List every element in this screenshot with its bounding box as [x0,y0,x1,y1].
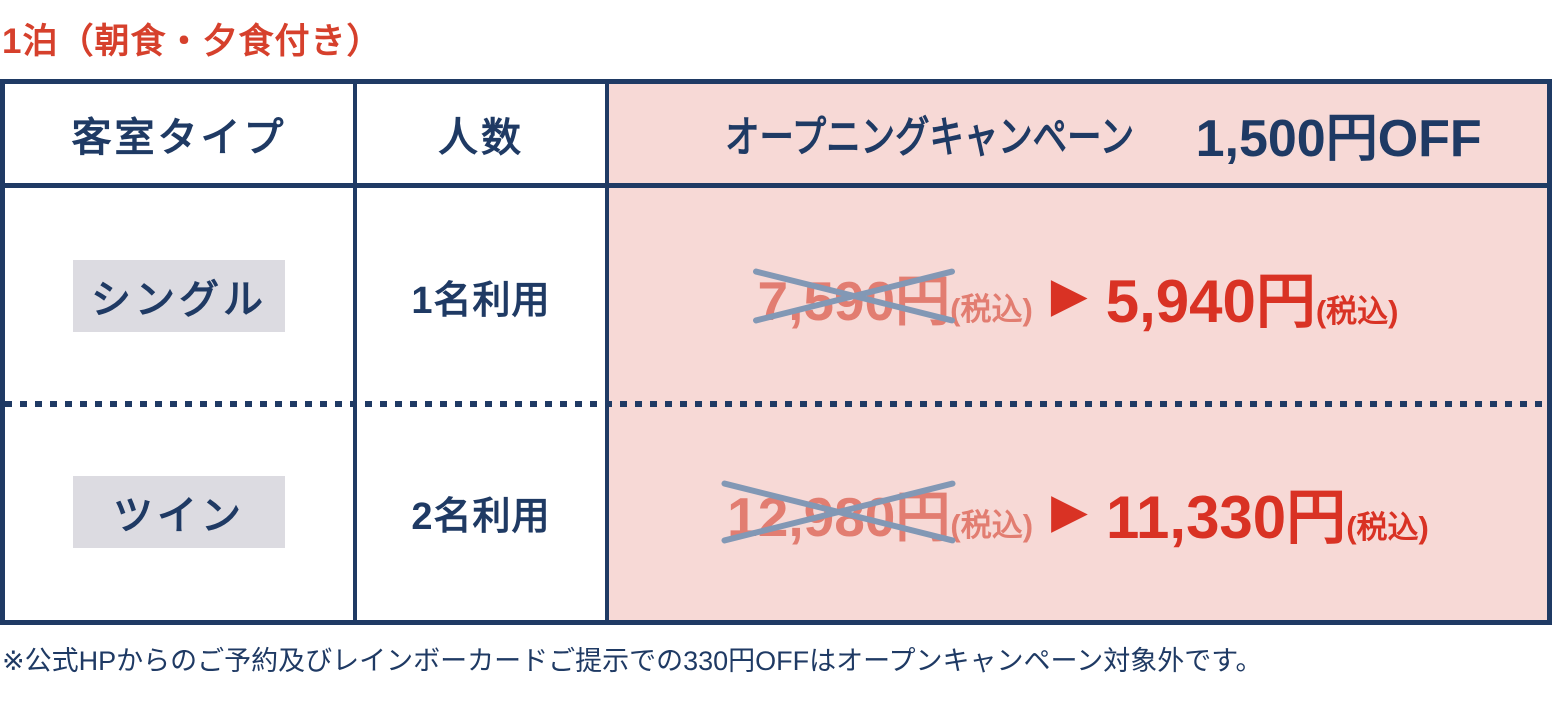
new-price: 5,940円 [1105,267,1316,335]
new-price-tax-label: (税込) [1315,293,1399,329]
header-campaign: オープニングキャンペーン 1,500円OFF [609,84,1547,183]
old-price: 7,590円 [752,256,956,336]
new-price-tax-label: (税込) [1346,509,1429,545]
old-price-tax-label: (税込) [950,292,1033,327]
room-type-cell: シングル [5,188,357,404]
new-price: 11,330円 [1105,483,1347,551]
campaign-prefix-label: オープニングキャンペーン [725,113,1135,162]
new-price-group: 11,330円 (税込) [1106,469,1429,556]
old-price-tax-label: (税込) [950,508,1034,543]
old-price-group: 12,980円 (税込) [721,472,1034,552]
table-row-single: シングル 1名利用 7,590円 (税込) ▶ 5,940円 (税込) [5,188,1547,404]
room-type-badge: シングル [73,260,285,332]
old-price: 12,980円 [721,472,957,552]
table-row-twin: ツイン 2名利用 12,980円 (税込) ▶ 11,330円 (税込) [5,401,1547,620]
header-occupancy: 人数 [357,84,609,183]
occupancy-cell: 2名利用 [357,404,609,620]
new-price-group: 5,940円 (税込) [1106,253,1399,340]
price-table: 客室タイプ 人数 オープニングキャンペーン 1,500円OFF シングル 1名利… [0,79,1552,625]
table-header-row: 客室タイプ 人数 オープニングキャンペーン 1,500円OFF [5,84,1547,188]
header-room-type: 客室タイプ [5,84,357,183]
page-title: 1泊（朝食・夕食付き） [2,22,383,61]
arrow-right-icon: ▶ [1050,269,1088,322]
occupancy-cell: 1名利用 [357,188,609,404]
room-type-cell: ツイン [5,404,357,620]
campaign-amount-label: 1,500円OFF [1195,110,1482,168]
room-type-badge: ツイン [73,476,285,548]
price-cell: 7,590円 (税込) ▶ 5,940円 (税込) [609,188,1547,404]
arrow-right-icon: ▶ [1051,485,1088,538]
pricing-page: 1泊（朝食・夕食付き） 客室タイプ 人数 オープニングキャンペーン 1,500円… [0,13,1554,728]
footnote: ※公式HPからのご予約及びレインボーカードご提示での330円OFFはオープンキャ… [2,646,1263,676]
price-cell: 12,980円 (税込) ▶ 11,330円 (税込) [609,404,1547,620]
old-price-group: 7,590円 (税込) [752,256,1033,336]
